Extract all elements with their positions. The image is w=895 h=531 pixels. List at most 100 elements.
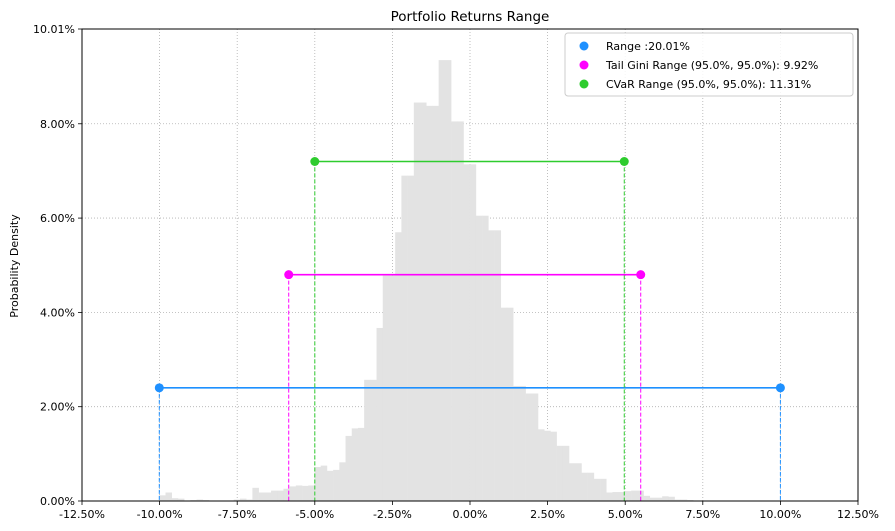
histogram-bar (649, 497, 657, 501)
histogram-bar (600, 478, 607, 501)
histogram-bar (258, 492, 266, 501)
series-marker-left (154, 383, 164, 393)
legend-marker (579, 79, 589, 89)
histogram-bar (513, 385, 520, 501)
legend-box (564, 32, 854, 97)
histogram-bar (401, 175, 408, 501)
histogram-bar (618, 492, 626, 501)
histogram-bar (612, 492, 619, 501)
histogram-bar (432, 105, 439, 502)
histogram-bar (233, 499, 241, 501)
histogram-bar (469, 164, 477, 501)
histogram-bar (655, 497, 663, 501)
histogram-bar (643, 495, 651, 501)
x-tick-label: 0.00% (453, 508, 488, 521)
histogram-bar (196, 499, 204, 501)
series-marker-left (310, 156, 320, 166)
histogram-bar (463, 164, 470, 501)
legend-marker (579, 41, 589, 51)
x-tick-label: 5.00% (608, 508, 643, 521)
legend: Range :20.01% Tail Gini Range (95.0%, 95.… (564, 32, 854, 97)
histogram-bar (165, 492, 173, 501)
histogram-bar (581, 472, 588, 501)
series-marker-left (284, 270, 294, 280)
histogram-bar (326, 470, 334, 501)
histogram-bar (339, 462, 346, 501)
chart-title: Portfolio Returns Range (391, 9, 550, 25)
histogram-bar (370, 379, 377, 501)
histogram-bar (556, 445, 564, 501)
histogram-bar (302, 485, 309, 501)
histogram-bar (488, 230, 495, 501)
x-tick-label: -5.00% (295, 508, 334, 521)
histogram-bar (277, 490, 284, 501)
histogram-bar (239, 498, 247, 501)
histogram-bar (351, 428, 359, 501)
histogram-bar (606, 492, 613, 501)
histogram-bar (314, 467, 321, 501)
histogram-bar (482, 215, 489, 501)
y-axis-label: Probability Density (8, 214, 21, 318)
histogram-bar (624, 491, 632, 501)
series-3 (310, 156, 629, 501)
histogram-bar (171, 498, 179, 501)
histogram-bar (320, 465, 328, 501)
x-tick-label: -10.00% (137, 508, 183, 521)
x-tick-label: 2.50% (530, 508, 565, 521)
histogram-bar (426, 105, 433, 502)
histogram-bar (364, 379, 371, 501)
histogram-bar (177, 498, 185, 501)
histogram-bar (413, 102, 421, 501)
series-marker-right (619, 156, 629, 166)
histogram-bar (283, 488, 290, 501)
histogram-bar (674, 499, 682, 501)
histogram-bar (519, 385, 526, 501)
histogram-bar (569, 463, 576, 501)
y-tick-label: 10.01% (33, 23, 75, 36)
histogram-bar (264, 492, 272, 501)
x-tick-label: 10.00% (759, 508, 801, 521)
histogram-bar (631, 490, 638, 501)
x-axis-ticks: -12.50% -10.00% -7.50% -5.00% -2.50% 0.00% 2.5… (59, 501, 879, 521)
histogram-bar (420, 102, 427, 501)
histogram-bar (593, 478, 601, 501)
histogram-bar (289, 486, 297, 501)
histogram-bar (500, 307, 508, 501)
histogram-bar (295, 485, 303, 501)
histogram-bar (246, 499, 253, 501)
histogram-bar (562, 445, 570, 501)
histogram-bar (444, 60, 452, 501)
histogram-bar (159, 495, 166, 501)
histogram-bar (345, 435, 353, 501)
y-tick-label: 0.00% (40, 495, 75, 508)
histogram-bar (308, 485, 315, 501)
y-axis-ticks: 0.00% 2.00% 4.00% 6.00% 8.00% 10.01% (33, 23, 82, 508)
series-2 (284, 270, 646, 501)
histogram-bar (680, 499, 688, 501)
histogram-bar (525, 393, 533, 501)
x-tick-label: -12.50% (59, 508, 105, 521)
series-lines (154, 156, 785, 501)
legend-marker (579, 60, 589, 70)
histogram-bar (376, 327, 384, 501)
x-tick-label: -2.50% (373, 508, 412, 521)
series-1 (154, 383, 785, 501)
histogram-bar (506, 307, 514, 501)
x-tick-label: 12.50% (837, 508, 879, 521)
histogram-bar (407, 175, 415, 501)
histogram-bars (159, 60, 713, 502)
series-marker-right (775, 383, 785, 393)
histogram-bar (531, 393, 539, 501)
histogram-bar (451, 121, 458, 501)
histogram-bar (333, 469, 340, 501)
histogram-bar (475, 215, 483, 501)
histogram-bar (395, 232, 402, 502)
histogram-bar (668, 496, 675, 501)
histogram-bar (252, 487, 259, 501)
series-marker-right (636, 270, 646, 280)
histogram-bar (438, 60, 446, 501)
histogram-bar (575, 463, 582, 501)
histogram-bar (587, 472, 595, 501)
x-tick-label: -7.50% (218, 508, 257, 521)
